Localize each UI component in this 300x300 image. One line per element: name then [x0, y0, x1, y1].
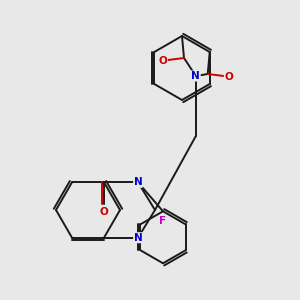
Text: N: N [134, 233, 142, 243]
Text: O: O [224, 72, 233, 82]
Text: O: O [100, 207, 108, 217]
Text: N: N [191, 71, 200, 81]
Text: F: F [159, 216, 167, 226]
Text: O: O [159, 56, 167, 66]
Text: N: N [134, 177, 142, 187]
